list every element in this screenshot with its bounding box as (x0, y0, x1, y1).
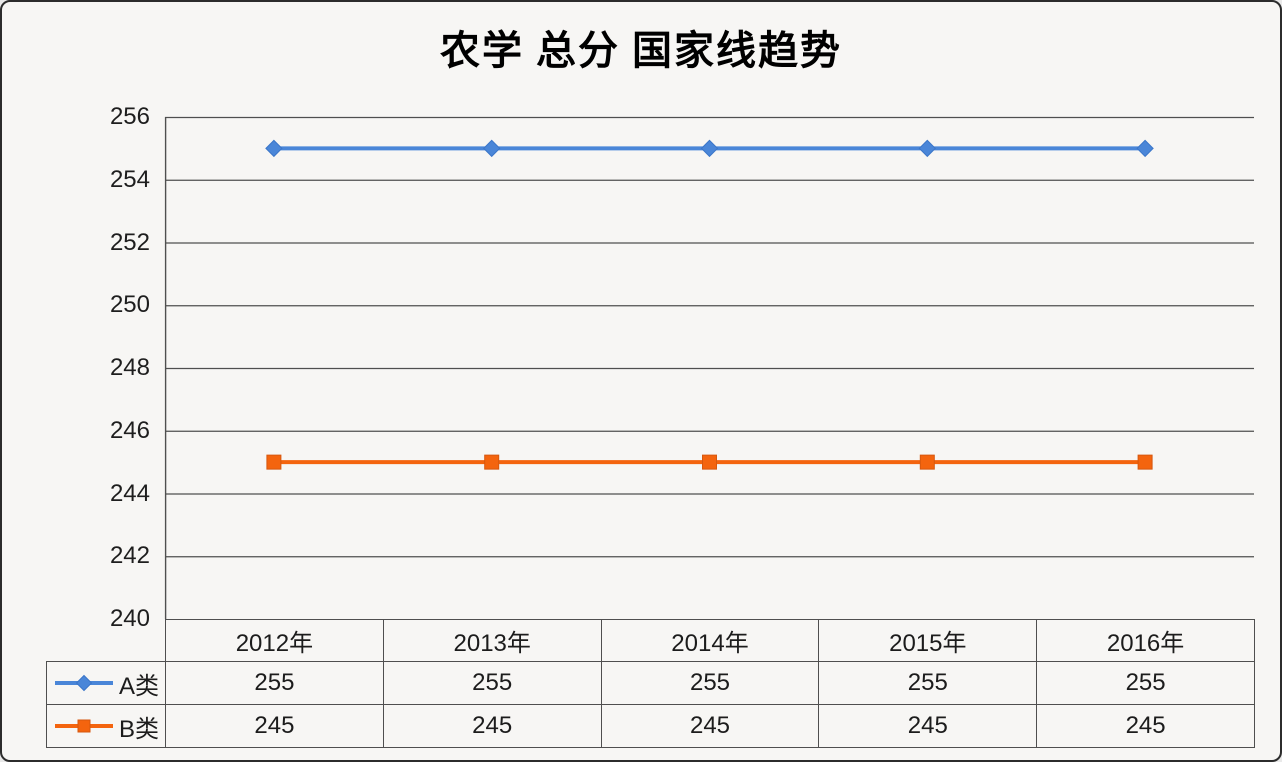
square-marker (1137, 454, 1153, 470)
legend-label: B类 (119, 715, 160, 743)
legend-label: A类 (119, 672, 160, 700)
table-corner-cell (46, 619, 166, 662)
y-axis-tick-label: 256 (109, 103, 150, 130)
table-header-cell: 2012年 (165, 619, 384, 662)
y-axis-tick-label: 250 (109, 291, 150, 319)
square-marker (702, 454, 717, 470)
diamond-marker (75, 674, 93, 692)
diamond-marker (1136, 139, 1154, 158)
data-table: 2012年 2013年 2014年 2015年 2016年 A类 255 255 255 255 2… (46, 619, 1255, 748)
table-value-cell: 255 (382, 661, 602, 705)
y-axis-tick-label: 246 (109, 416, 150, 444)
table-value-cell: 245 (600, 704, 820, 748)
legend-entry: B类 (48, 709, 165, 744)
y-axis-tick-label: 254 (109, 165, 150, 193)
table-row: A类 255 255 255 255 255 (46, 661, 1255, 705)
table-header-cell: 2013年 (382, 619, 602, 662)
table-value-cell: 245 (1036, 704, 1255, 748)
diamond-marker (918, 139, 937, 158)
table-header-row: 2012年 2013年 2014年 2015年 2016年 (46, 619, 1255, 662)
table-value-cell: 255 (600, 661, 820, 705)
table-header-cell: 2014年 (600, 619, 820, 662)
table-header-cell: 2015年 (818, 619, 1038, 662)
table-header-cell: 2016年 (1036, 619, 1255, 662)
diamond-marker (265, 139, 283, 158)
y-axis-tick-label: 248 (109, 354, 150, 381)
square-marker (77, 719, 91, 733)
legend-key-diamond-icon (55, 674, 113, 692)
y-axis-tick-label: 244 (109, 479, 150, 507)
table-row: B类 245 245 245 245 245 (46, 704, 1255, 748)
legend-item-1: B类 (46, 704, 166, 748)
table-value-cell: 245 (382, 704, 602, 748)
table-value-cell: 255 (1036, 661, 1255, 705)
legend-item-0: A类 (46, 661, 166, 705)
table-value-cell: 255 (165, 661, 384, 705)
square-marker (266, 454, 282, 470)
table-value-cell: 245 (818, 704, 1038, 748)
plot-area (164, 116, 1254, 619)
y-axis-tick-label: 242 (109, 542, 150, 570)
diamond-marker (482, 139, 501, 158)
legend-entry: A类 (48, 666, 165, 701)
square-marker (919, 454, 935, 470)
diamond-marker (700, 139, 719, 158)
legend-key-square-icon (55, 719, 113, 733)
chart-title: 农学 总分 国家线趋势 (440, 28, 842, 73)
table-value-cell: 255 (818, 661, 1038, 705)
y-axis-tick-label: 252 (109, 228, 150, 256)
table-value-cell: 245 (165, 704, 384, 748)
square-marker (484, 454, 500, 470)
